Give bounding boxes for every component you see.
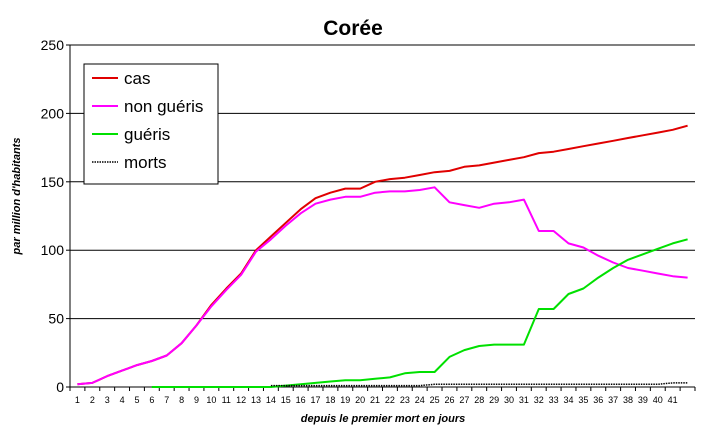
x-tick-label: 13 [251,395,261,405]
x-tick-label: 17 [311,395,321,405]
x-tick-label: 20 [355,395,365,405]
y-tick-label: 50 [48,311,64,327]
x-tick-label: 19 [340,395,350,405]
x-tick-label: 28 [474,395,484,405]
x-tick-label: 9 [194,395,199,405]
x-tick-label: 36 [593,395,603,405]
x-tick-label: 10 [206,395,216,405]
x-tick-label: 2 [90,395,95,405]
x-tick-label: 12 [236,395,246,405]
x-tick-label: 3 [105,395,110,405]
x-tick-label: 30 [504,395,514,405]
series-line-morts [270,382,688,387]
x-tick-label: 22 [385,395,395,405]
legend-label: non guéris [124,97,203,116]
x-tick-label: 21 [370,395,380,405]
x-tick-label: 25 [430,395,440,405]
legend-label: cas [124,69,150,88]
x-tick-label: 7 [164,395,169,405]
x-tick-label: 29 [489,395,499,405]
x-tick-label: 24 [415,395,425,405]
series-line-non-guéris [77,186,688,386]
x-tick-label: 5 [134,395,139,405]
x-tick-label: 8 [179,395,184,405]
x-tick-label: 32 [534,395,544,405]
x-tick-label: 39 [638,395,648,405]
x-tick-label: 41 [668,395,678,405]
x-tick-label: 35 [578,395,588,405]
y-axis-label: par million d'habitants [11,138,23,256]
y-tick-label: 100 [41,242,65,258]
x-tick-label: 40 [653,395,663,405]
legend-box [83,63,219,185]
x-tick-label: 1 [75,395,80,405]
x-tick-label: 4 [120,395,125,405]
x-tick-label: 16 [296,395,306,405]
x-tick-label: 27 [459,395,469,405]
x-tick-label: 37 [608,395,618,405]
y-tick-label: 0 [56,379,64,395]
x-tick-label: 26 [444,395,454,405]
x-tick-label: 14 [266,395,276,405]
legend-label: guéris [124,125,170,144]
x-tick-label: 15 [281,395,291,405]
x-tick-label: 18 [325,395,335,405]
y-tick-label: 150 [41,174,65,190]
y-tick-label: 250 [41,37,65,53]
x-tick-label: 6 [149,395,154,405]
series-line-guéris [151,238,688,388]
chart-title: Corée [323,17,383,40]
x-axis-label: depuis le premier mort en jours [301,413,465,425]
x-tick-label: 31 [519,395,529,405]
legend-label: morts [124,153,167,172]
x-tick-label: 11 [222,395,231,405]
x-tick-label: 23 [400,395,410,405]
legend: cas non guéris guéris morts [83,63,219,185]
x-tick-label: 34 [564,395,574,405]
x-tick-label: 38 [623,395,633,405]
y-tick-label: 200 [41,105,65,121]
x-tick-label: 33 [549,395,559,405]
